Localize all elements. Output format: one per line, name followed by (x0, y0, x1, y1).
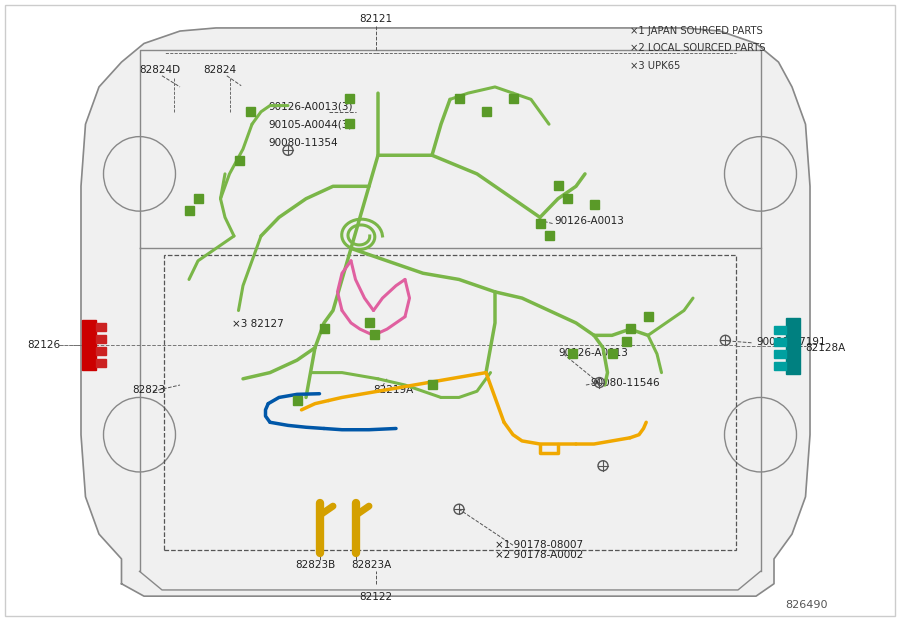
Text: ×2 LOCAL SOURCED PARTS: ×2 LOCAL SOURCED PARTS (630, 43, 766, 53)
Bar (774, 338, 786, 346)
Text: 90126-A0013: 90126-A0013 (558, 348, 628, 358)
Bar (247, 107, 256, 116)
Bar (786, 318, 800, 374)
Text: 82219A: 82219A (374, 385, 414, 395)
Bar (626, 324, 635, 333)
Bar (96, 359, 106, 366)
Bar (563, 194, 572, 202)
Text: ×2 90178-A0002: ×2 90178-A0002 (495, 550, 583, 560)
Bar (96, 323, 106, 330)
Text: 90080-11546: 90080-11546 (590, 378, 660, 388)
Bar (644, 312, 653, 320)
Bar (185, 206, 194, 215)
Bar (346, 119, 355, 128)
Bar (82, 320, 96, 369)
Bar (774, 350, 786, 358)
Text: 82823B: 82823B (295, 560, 336, 570)
Text: 82824: 82824 (203, 65, 237, 75)
Text: 82121: 82121 (360, 14, 392, 24)
Bar (370, 330, 379, 339)
Text: 90080-17191: 90080-17191 (756, 337, 825, 347)
Text: 82128A: 82128A (806, 343, 846, 353)
Bar (428, 380, 437, 389)
Bar (235, 156, 244, 165)
Text: 82122: 82122 (360, 592, 392, 602)
Text: ×3 82127: ×3 82127 (232, 319, 284, 329)
Bar (622, 337, 631, 345)
Text: 90126-A0013(3): 90126-A0013(3) (268, 102, 353, 112)
Text: 82824D: 82824D (140, 65, 181, 75)
Bar (568, 349, 577, 358)
Bar (365, 318, 374, 327)
Bar (320, 324, 329, 333)
Bar (509, 94, 518, 103)
Text: 82126: 82126 (27, 340, 60, 350)
Text: 82823: 82823 (132, 385, 166, 395)
Text: 82823A: 82823A (351, 560, 392, 570)
Text: 826490: 826490 (786, 601, 828, 610)
Bar (774, 362, 786, 370)
Bar (774, 326, 786, 334)
Bar (96, 347, 106, 355)
Bar (482, 107, 491, 116)
Text: 90126-A0013: 90126-A0013 (554, 216, 625, 226)
Text: ×3 UPK65: ×3 UPK65 (630, 61, 680, 71)
Bar (96, 335, 106, 343)
Bar (455, 94, 464, 103)
Polygon shape (81, 28, 810, 596)
Bar (608, 349, 617, 358)
Text: 90105-A0044(3): 90105-A0044(3) (268, 119, 353, 129)
Bar (293, 396, 302, 404)
Bar (590, 200, 599, 209)
Text: ×1 JAPAN SOURCED PARTS: ×1 JAPAN SOURCED PARTS (630, 26, 763, 36)
Bar (536, 219, 545, 227)
Bar (346, 94, 355, 103)
Bar (545, 231, 554, 240)
Bar (194, 194, 203, 202)
Bar (164, 255, 736, 550)
Text: 90080-11354: 90080-11354 (268, 138, 338, 148)
Bar (554, 181, 563, 190)
Text: ×1 90178-08007: ×1 90178-08007 (495, 540, 583, 550)
